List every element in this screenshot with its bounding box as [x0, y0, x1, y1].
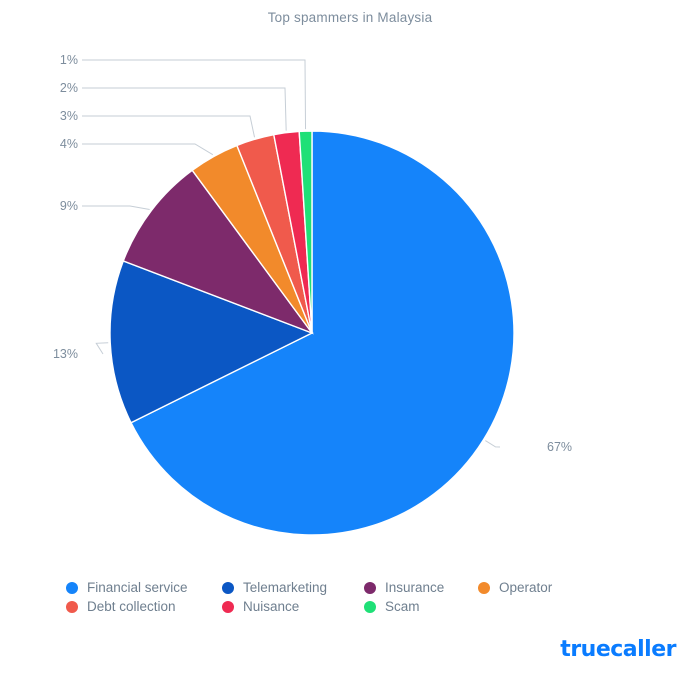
- legend-item[interactable]: Debt collection: [66, 599, 176, 614]
- legend-item[interactable]: Financial service: [66, 580, 188, 595]
- legend-label: Nuisance: [243, 599, 300, 614]
- data-label: 9%: [60, 199, 78, 213]
- brand-name: truecaller: [560, 637, 676, 662]
- pie-slice-scam: [298, 130, 313, 334]
- legend-swatch: [222, 581, 234, 594]
- leader-line: [82, 87, 287, 131]
- pie-slice-telemarketing: [109, 260, 314, 424]
- legend-label: Financial service: [87, 580, 188, 595]
- data-label: 1%: [60, 53, 78, 67]
- leader-line: [82, 115, 256, 138]
- legend-swatch: [364, 600, 376, 613]
- leader-line: [95, 342, 109, 355]
- legend-item[interactable]: Telemarketing: [222, 580, 327, 595]
- leader-line: [82, 205, 150, 210]
- data-label: 67%: [547, 440, 572, 454]
- leader-line: [82, 143, 214, 156]
- pie-slice-financial-service: [130, 130, 515, 536]
- legend-label: Insurance: [385, 580, 445, 595]
- legend-swatch: [478, 581, 490, 594]
- pie-slice-insurance: [122, 169, 314, 335]
- legend-item[interactable]: Scam: [364, 599, 420, 614]
- chart-title: Top spammers in Malaysia: [267, 10, 433, 25]
- leader-line: [82, 59, 307, 130]
- truecaller-logo: truecaller: [560, 637, 676, 662]
- legend-label: Operator: [499, 580, 553, 595]
- legend-swatch: [66, 600, 78, 613]
- legend-swatch: [364, 581, 376, 594]
- legend-label: Scam: [385, 599, 420, 614]
- data-label: 2%: [60, 81, 78, 95]
- legend-item[interactable]: Insurance: [364, 580, 444, 595]
- legend-swatch: [222, 600, 234, 613]
- legend-label: Debt collection: [87, 599, 176, 614]
- legend-item[interactable]: Nuisance: [222, 599, 299, 614]
- data-label: 4%: [60, 137, 78, 151]
- legend-item[interactable]: Operator: [478, 580, 552, 595]
- data-label: 13%: [53, 347, 78, 361]
- leader-line: [485, 440, 501, 448]
- pie-chart: 67% 13% 9% 4% 3% 2% 1%: [53, 53, 572, 536]
- data-label: 3%: [60, 109, 78, 123]
- legend-label: Telemarketing: [243, 580, 328, 595]
- legend-swatch: [66, 581, 78, 594]
